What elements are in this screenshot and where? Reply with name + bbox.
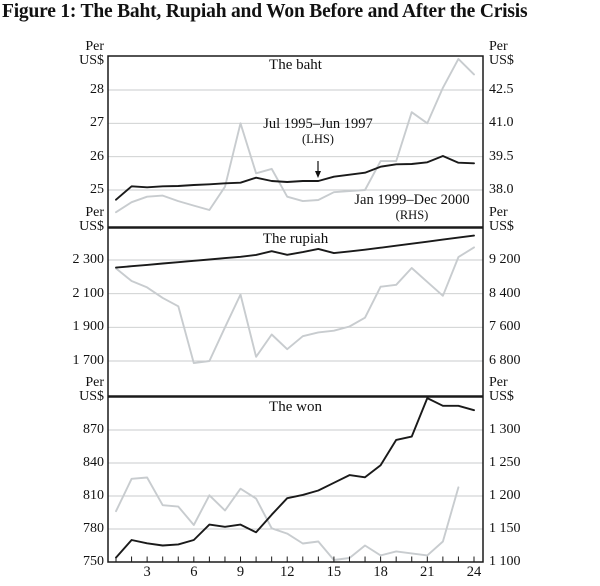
rhs-tick-label: 1 100 bbox=[489, 554, 521, 569]
lhs-tick-label: 810 bbox=[83, 488, 104, 503]
x-tick-label: 9 bbox=[236, 564, 245, 580]
lhs-tick-label: 780 bbox=[83, 521, 104, 536]
rhs-tick-label: 39.5 bbox=[489, 148, 514, 164]
panel-title-won: The won bbox=[269, 399, 322, 415]
lhs-tick-label: 25 bbox=[90, 182, 104, 197]
series-baht-lhs bbox=[115, 155, 475, 201]
lhs-tick-label: 750 bbox=[83, 554, 104, 569]
annotation-text: Jan 1999–Dec 2000 bbox=[354, 192, 470, 208]
lhs-tick-label: 1 700 bbox=[72, 353, 105, 368]
series-rupiah-rhs bbox=[115, 246, 475, 365]
unit-label-right-baht: Per US$ bbox=[489, 39, 514, 68]
annotation-lhs: Jul 1995–Jun 1997 (LHS) bbox=[263, 116, 373, 146]
rhs-tick-label: 42.5 bbox=[489, 82, 514, 97]
lhs-tick-label: 1 900 bbox=[72, 319, 105, 335]
unit-label-right-rupiah: Per US$ bbox=[489, 205, 514, 234]
panel-title-rupiah: The rupiah bbox=[262, 231, 329, 247]
unit-label-right-won: Per US$ bbox=[489, 375, 514, 404]
x-tick-label: 3 bbox=[143, 564, 151, 580]
x-tick-label: 6 bbox=[190, 564, 198, 580]
lhs-tick-label: 26 bbox=[90, 148, 104, 164]
rhs-tick-label: 8 400 bbox=[489, 285, 521, 301]
lhs-tick-label: 840 bbox=[83, 455, 104, 470]
rhs-tick-label: 1 250 bbox=[489, 455, 521, 470]
annotation-subtext: (LHS) bbox=[302, 132, 334, 146]
rhs-tick-label: 7 600 bbox=[489, 319, 521, 335]
x-tick-label: 15 bbox=[326, 564, 342, 580]
annotation-rhs: Jan 1999–Dec 2000 (RHS) bbox=[354, 192, 469, 222]
lhs-tick-label: 2 300 bbox=[72, 252, 105, 267]
panel-title-baht: The baht bbox=[269, 57, 322, 73]
x-tick-label: 18 bbox=[373, 564, 388, 580]
annotation-subtext: (RHS) bbox=[395, 208, 429, 222]
series-won-lhs bbox=[115, 397, 475, 559]
lhs-tick-label: 27 bbox=[90, 115, 104, 131]
series-won-rhs bbox=[115, 476, 460, 561]
x-tick-label: 21 bbox=[420, 564, 435, 580]
unit-label-left-baht: Per US$ bbox=[79, 39, 104, 68]
unit-label-left-won: Per US$ bbox=[79, 375, 104, 404]
lhs-tick-label: 870 bbox=[83, 422, 104, 437]
rhs-tick-label: 1 300 bbox=[489, 422, 521, 437]
rhs-tick-label: 6 800 bbox=[489, 353, 521, 368]
x-tick-label: 24 bbox=[466, 564, 482, 580]
lhs-tick-label: 28 bbox=[90, 82, 104, 97]
rhs-tick-label: 38.0 bbox=[489, 182, 514, 197]
annotation-arrow bbox=[315, 171, 321, 178]
rhs-tick-label: 1 200 bbox=[489, 488, 521, 503]
lhs-tick-label: 2 100 bbox=[72, 285, 105, 301]
annotation-text: Jul 1995–Jun 1997 bbox=[263, 116, 373, 132]
rhs-tick-label: 41.0 bbox=[489, 115, 514, 131]
unit-label-left-rupiah: Per US$ bbox=[79, 205, 104, 234]
series-rupiah-lhs bbox=[115, 234, 475, 269]
series-baht-rhs bbox=[115, 57, 475, 214]
rhs-tick-label: 1 150 bbox=[489, 521, 521, 536]
x-tick-label: 12 bbox=[279, 564, 295, 580]
figure-title: Figure 1: The Baht, Rupiah and Won Befor… bbox=[2, 1, 528, 22]
rhs-tick-label: 9 200 bbox=[489, 252, 521, 267]
